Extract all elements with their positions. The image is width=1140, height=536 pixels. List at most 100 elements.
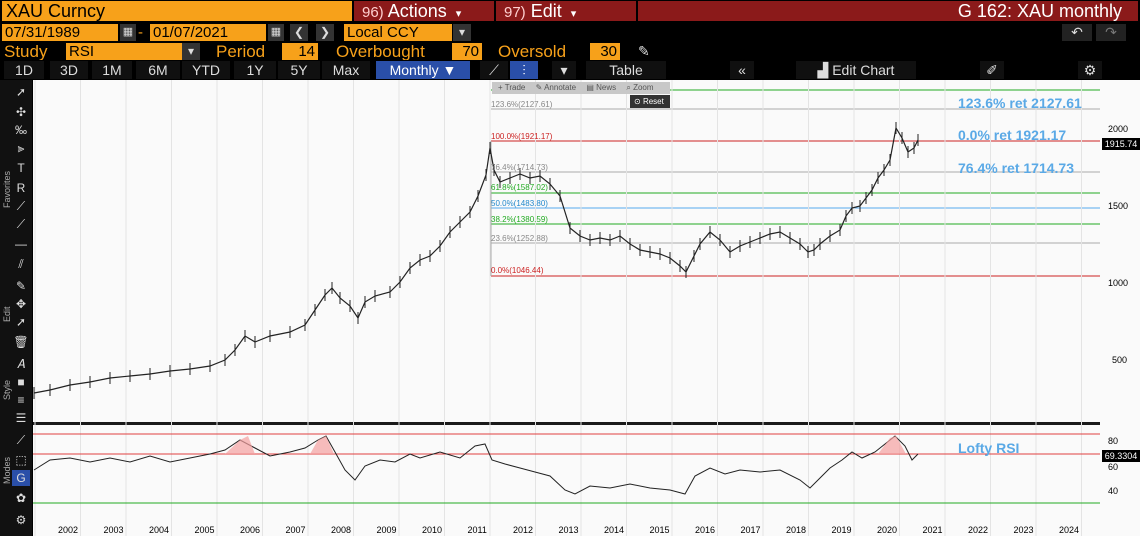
font-icon[interactable]: 𝐴	[17, 357, 25, 371]
year-label: 2022	[968, 525, 989, 535]
actions-menu[interactable]: 96) Actions ▾	[354, 1, 494, 21]
edit-chart-button[interactable]: ▟ Edit Chart	[796, 61, 916, 79]
timeframe-ytd[interactable]: YTD	[182, 61, 230, 79]
collapse-icon[interactable]: «	[730, 61, 754, 79]
rsi-panel[interactable]	[33, 425, 1100, 513]
year-label: 2020	[877, 525, 898, 535]
year-label: 2024	[1059, 525, 1080, 535]
gear-icon[interactable]: ⚙	[15, 513, 27, 527]
crosshair-icon[interactable]: ✣	[15, 105, 27, 119]
redo-icon[interactable]: ↷	[1096, 24, 1126, 41]
timeframe-max[interactable]: Max	[322, 61, 370, 79]
start-date-input[interactable]: 07/31/1989	[2, 24, 118, 41]
retracement-icon[interactable]: R	[16, 181, 26, 195]
percent-icon[interactable]: ‰	[15, 123, 27, 137]
price-tick-500: 500	[1112, 355, 1128, 365]
frequency-label: Monthly	[389, 62, 439, 78]
reset-icon: ⊙	[634, 97, 641, 106]
next-arrow-icon[interactable]: ❯	[316, 24, 334, 41]
price-chart-panel[interactable]	[33, 80, 1100, 422]
period-input[interactable]: 14	[282, 43, 318, 60]
price-series	[33, 126, 919, 394]
table-button[interactable]: Table	[586, 61, 666, 79]
year-label: 2019	[831, 525, 852, 535]
move-icon[interactable]: ✥	[15, 297, 27, 311]
edit-menu[interactable]: 97) Edit ▾	[496, 1, 636, 21]
chevron-down-icon: ▾	[455, 8, 462, 20]
annotate-button[interactable]: ✎ Annotate	[535, 83, 577, 92]
overbought-label: Overbought	[336, 42, 425, 61]
trash-icon[interactable]: 🗑	[13, 335, 29, 349]
currency-select[interactable]: Local CCY	[344, 24, 452, 41]
fill-color-icon[interactable]: ■	[17, 375, 25, 389]
chevron-down-icon[interactable]: ▾	[552, 61, 576, 79]
news-label: News	[596, 83, 617, 92]
pencil-icon[interactable]: ✎	[638, 43, 650, 59]
timeframe-1y[interactable]: 1Y	[234, 61, 276, 79]
price-tick-1000: 1000	[1108, 278, 1129, 288]
bar-chart-icon[interactable]: ⫶	[510, 61, 538, 79]
annotation-0-ret[interactable]: 0.0% ret 1921.17	[958, 127, 1067, 143]
zoom-icon[interactable]: ⬚	[15, 453, 27, 467]
timeframe-5y[interactable]: 5Y	[278, 61, 320, 79]
panel-divider[interactable]	[33, 422, 1140, 425]
trade-button[interactable]: + Trade	[498, 83, 526, 92]
fib-icon[interactable]: ⫸	[17, 141, 25, 155]
prev-arrow-icon[interactable]: ❮	[290, 24, 308, 41]
annotate-label: Annotate	[544, 83, 577, 92]
zoom-button[interactable]: ⌕ Zoom	[626, 83, 654, 92]
security-field[interactable]: XAU Curncy	[2, 1, 352, 21]
chevron-down-icon[interactable]: ▾	[453, 24, 471, 41]
reset-button[interactable]: ⊙ Reset	[630, 95, 670, 108]
period-label: Period	[216, 42, 266, 61]
annotation-1236[interactable]: 123.6% ret 2127.61	[958, 95, 1082, 111]
chart-icon: ▟	[817, 62, 829, 78]
calendar-icon[interactable]: ▦	[268, 24, 284, 41]
frequency-select[interactable]: Monthly ▼	[376, 61, 470, 79]
chart-popup-toolbar: + Trade ✎ Annotate ▤ News ⌕ Zoom	[492, 82, 670, 94]
annotation-764[interactable]: 76.4% ret 1714.73	[958, 160, 1074, 176]
year-label: 2003	[103, 525, 124, 535]
year-label: 2014	[604, 525, 625, 535]
trade-label: Trade	[504, 83, 526, 92]
edit-label: Edit	[530, 1, 562, 21]
end-date-input[interactable]: 01/07/2021	[150, 24, 266, 41]
study-label: Study	[4, 42, 48, 61]
horizontal-line-icon[interactable]: —	[15, 237, 27, 251]
line-weight-icon[interactable]: ☰	[15, 411, 27, 425]
gear-icon[interactable]: ⚙	[1078, 61, 1102, 79]
calendar-icon[interactable]: ▦	[120, 24, 136, 41]
text-tool-icon[interactable]: T	[17, 161, 25, 175]
timeframe-6m[interactable]: 6M	[136, 61, 180, 79]
channel-icon[interactable]: ⫽	[18, 257, 24, 271]
oversold-input[interactable]: 30	[590, 43, 620, 60]
year-label: 2021	[922, 525, 943, 535]
undo-icon[interactable]: ↶	[1062, 24, 1092, 41]
annotation-lofty-rsi[interactable]: Lofty RSI	[958, 440, 1020, 456]
draw-icon[interactable]: ✐	[980, 61, 1004, 79]
line-chart-icon[interactable]: ⟋	[480, 61, 508, 79]
year-label: 2005	[194, 525, 215, 535]
news-button[interactable]: ▤ News	[586, 83, 617, 92]
mode-icon[interactable]: G	[12, 470, 30, 486]
ruler-icon[interactable]: ⟋	[16, 433, 26, 447]
year-label: 2013	[558, 525, 579, 535]
line-style-icon[interactable]: ≡	[17, 393, 25, 407]
chevron-down-icon[interactable]: ▾	[182, 43, 200, 60]
timeframe-1m[interactable]: 1M	[92, 61, 132, 79]
rsi-overbought-fill	[225, 436, 255, 454]
color-palette-icon[interactable]: ✿	[15, 491, 27, 505]
timeframe-1d[interactable]: 1D	[4, 61, 44, 79]
pointer-icon[interactable]: ➚	[15, 315, 27, 329]
left-toolbar	[0, 80, 32, 536]
study-select[interactable]: RSI	[66, 43, 182, 60]
edit-chart-label: Edit Chart	[832, 62, 895, 78]
ray-icon[interactable]: ⟋	[16, 217, 26, 231]
cursor-icon[interactable]: ➚	[15, 85, 27, 99]
trendline-icon[interactable]: ⟋	[16, 199, 26, 213]
overbought-input[interactable]: 70	[452, 43, 482, 60]
pencil-icon[interactable]: ✎	[15, 279, 27, 293]
last-rsi-badge: 69.3304	[1102, 450, 1140, 462]
last-price-badge: 1915.74	[1102, 138, 1140, 150]
timeframe-3d[interactable]: 3D	[50, 61, 88, 79]
